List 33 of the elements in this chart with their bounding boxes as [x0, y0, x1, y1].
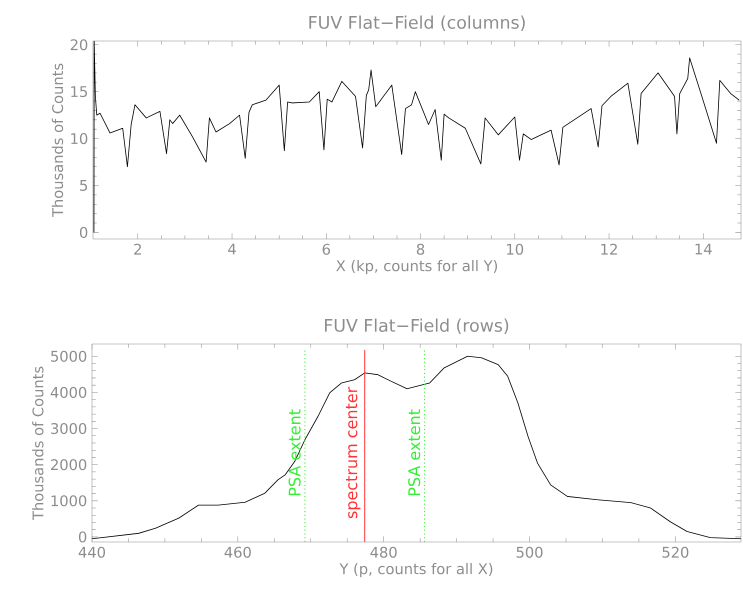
x-tick-label: 2 — [134, 244, 141, 255]
x-tick-label: 440 — [78, 546, 106, 558]
x-tick-label: 14 — [696, 244, 712, 254]
y-tick-label: 0 — [78, 531, 86, 542]
x-tick-label: 6 — [322, 244, 330, 255]
y-tick-label: 0 — [80, 226, 88, 238]
y-tick-label: 2000 — [51, 459, 86, 470]
x-tick-label: 500 — [516, 546, 543, 558]
y-tick-label: 20 — [70, 39, 88, 50]
y-tick-label: 1000 — [52, 495, 86, 506]
x-axis-title: X (kp, counts for all Y) — [336, 260, 498, 274]
x-tick-label: 12 — [601, 244, 617, 255]
x-axis-title: Y (p, counts for all X) — [339, 562, 492, 578]
x-tick-label: 8 — [416, 244, 424, 255]
y-tick-label: 10 — [71, 133, 88, 144]
chart-title: FUV Flat−Field (rows) — [325, 318, 508, 334]
ref-line-label: PSA extent — [288, 409, 301, 496]
y-tick-label: 5 — [80, 180, 88, 191]
ref-line-label: spectrum center — [346, 386, 360, 518]
y-tick-label: 5000 — [51, 350, 86, 362]
y-axis-title: Thousands of Counts — [32, 366, 44, 520]
x-tick-label: 10 — [507, 244, 524, 255]
x-tick-label: 520 — [662, 546, 688, 558]
y-tick-label: 3000 — [51, 423, 86, 434]
chart-title: FUV Flat−Field (columns) — [309, 15, 525, 31]
y-axis-title: Thousands of Counts — [52, 64, 64, 218]
ref-line-label: PSA extent — [408, 409, 420, 496]
x-tick-label: 460 — [224, 546, 251, 558]
x-tick-label: 480 — [370, 546, 397, 558]
y-tick-label: 4000 — [50, 386, 86, 398]
x-tick-label: 4 — [228, 244, 236, 254]
line-series — [94, 40, 740, 233]
y-tick-label: 15 — [71, 86, 88, 98]
